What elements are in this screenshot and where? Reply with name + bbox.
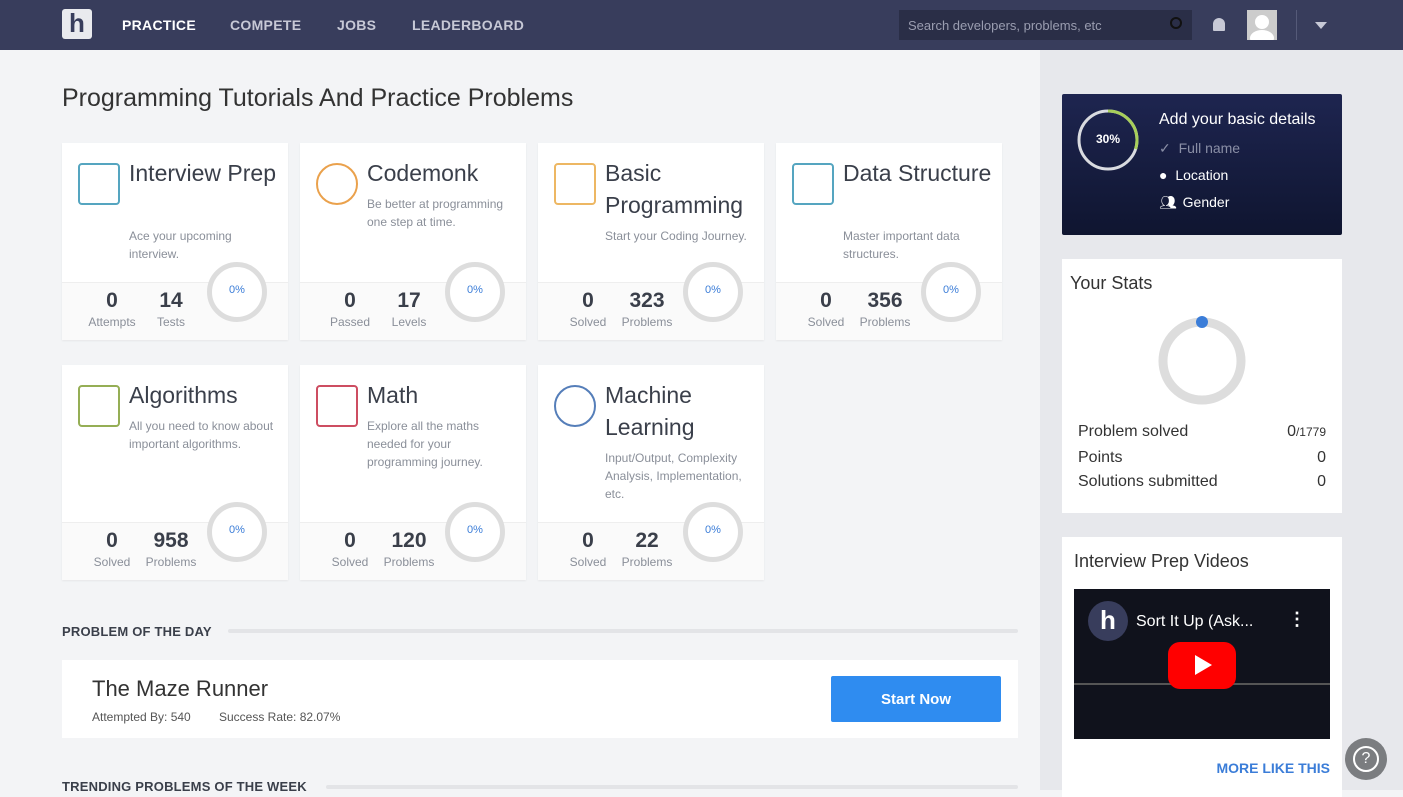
progress-ring: 0%	[921, 262, 981, 322]
item-gender[interactable]: Gender	[1182, 194, 1230, 210]
stats-ring	[1158, 316, 1246, 405]
stat-primary: 0 Passed	[329, 289, 371, 329]
card-description: Master important data structures.	[843, 229, 960, 261]
page-title: Programming Tutorials And Practice Probl…	[62, 84, 574, 112]
track-card[interactable]: Basic Programming Start your Coding Jour…	[538, 143, 764, 340]
profile-title: Add your basic details	[1159, 111, 1316, 128]
item-full-name[interactable]: Full name	[1178, 140, 1241, 156]
stat-primary: 0 Solved	[93, 529, 131, 569]
stat-row: Problem solved 0/1779	[1078, 423, 1326, 440]
card-description: All you need to know about important alg…	[129, 419, 274, 451]
stat-secondary: 323 Problems	[621, 289, 673, 329]
stat-row: Solutions submitted 0	[1078, 473, 1326, 490]
your-stats-panel: Your Stats Problem solved 0/1779 Points 0 …	[1062, 259, 1342, 513]
bell-icon[interactable]	[1213, 18, 1225, 31]
attempted-by: Attempted By: 540	[92, 710, 191, 724]
stat-row: Points 0	[1078, 449, 1326, 466]
progress-ring: 0%	[445, 502, 505, 562]
channel-logo: h	[1088, 601, 1128, 641]
location-icon: ●	[1159, 167, 1168, 183]
nav-jobs[interactable]: JOBS	[337, 17, 377, 33]
help-icon: ?	[1353, 746, 1379, 772]
stat-secondary: 958 Problems	[145, 529, 197, 569]
track-card[interactable]: Algorithms All you need to know about im…	[62, 365, 288, 580]
card-stats: 0 Solved 120 Problems	[300, 522, 526, 580]
card-description: Be better at programming one step at tim…	[367, 197, 504, 229]
stat-secondary: 14 Tests	[156, 289, 185, 329]
divider	[326, 785, 1018, 789]
stat-secondary: 356 Problems	[859, 289, 911, 329]
divider	[1296, 10, 1297, 40]
video-thumbnail[interactable]: h Sort It Up (Ask... ⋮	[1074, 589, 1330, 739]
avatar[interactable]	[1247, 10, 1277, 40]
stat-primary: 0 Solved	[807, 289, 845, 329]
nav-compete[interactable]: COMPETE	[230, 17, 302, 33]
section-heading: TRENDING PROBLEMS OF THE WEEK	[62, 779, 307, 794]
stat-primary: 0 Attempts	[88, 289, 136, 329]
monkey-icon	[316, 163, 358, 205]
card-title[interactable]: Codemonk	[367, 160, 479, 186]
stat-secondary: 120 Problems	[383, 529, 435, 569]
card-title[interactable]: Basic Programming	[605, 160, 744, 218]
track-card[interactable]: Codemonk Be better at programming one st…	[300, 143, 526, 340]
card-title[interactable]: Machine Learning	[605, 382, 695, 440]
more-like-this-link[interactable]: MORE LIKE THIS	[1216, 760, 1330, 776]
play-icon	[1195, 655, 1212, 675]
mesh-icon	[554, 385, 596, 427]
check-icon: ✓	[1159, 140, 1171, 156]
math-icon	[316, 385, 358, 427]
card-title[interactable]: Data Structure	[843, 160, 992, 186]
more-vert-icon[interactable]: ⋮	[1288, 609, 1306, 629]
profile-completion-card[interactable]: 30% Add your basic details ✓ Full name ●…	[1062, 94, 1342, 235]
logo[interactable]: h	[62, 9, 92, 39]
divider	[228, 629, 1018, 633]
card-title[interactable]: Interview Prep	[129, 160, 277, 186]
card-description: Start your Coding Journey.	[605, 229, 747, 243]
stat-secondary: 22 Problems	[621, 529, 673, 569]
track-card[interactable]: Machine Learning Input/Output, Complexit…	[538, 365, 764, 580]
progress-ring: 0%	[207, 262, 267, 322]
video-title: Sort It Up (Ask...	[1136, 613, 1254, 630]
panel-title: Your Stats	[1070, 273, 1153, 293]
nav-practice[interactable]: PRACTICE	[122, 17, 196, 33]
track-card[interactable]: Interview Prep Ace your upcoming intervi…	[62, 143, 288, 340]
top-nav: h PRACTICE COMPETE JOBS LEADERBOARD	[0, 0, 1403, 50]
stat-secondary: 17 Levels	[391, 289, 427, 329]
user-icon: 👥︎	[1159, 194, 1177, 210]
section-heading: PROBLEM OF THE DAY	[62, 624, 212, 639]
stat-primary: 0 Solved	[569, 529, 607, 569]
card-description: Explore all the maths needed for your pr…	[367, 419, 483, 469]
start-now-button[interactable]: Start Now	[831, 676, 1001, 722]
help-button[interactable]: ?	[1345, 738, 1387, 780]
card-title[interactable]: Algorithms	[129, 382, 238, 408]
chevron-down-icon[interactable]	[1315, 22, 1327, 29]
stat-primary: 0 Solved	[569, 289, 607, 329]
stat-primary: 0 Solved	[331, 529, 369, 569]
item-location[interactable]: Location	[1175, 167, 1229, 183]
progress-ring: 0%	[207, 502, 267, 562]
cubes-icon	[554, 163, 596, 205]
progress-ring	[1077, 109, 1139, 171]
progress-ring: 0%	[683, 262, 743, 322]
interview-icon	[78, 163, 120, 205]
progress-percent: 30%	[1095, 132, 1121, 146]
nav-leaderboard[interactable]: LEADERBOARD	[412, 17, 525, 33]
search-icon[interactable]	[1170, 17, 1182, 29]
play-button[interactable]	[1168, 642, 1236, 689]
progress-ring: 0%	[445, 262, 505, 322]
track-card[interactable]: Math Explore all the maths needed for yo…	[300, 365, 526, 580]
grid-icon	[78, 385, 120, 427]
problem-title[interactable]: The Maze Runner	[92, 676, 269, 701]
videos-panel: Interview Prep Videos h Sort It Up (Ask.…	[1062, 537, 1342, 797]
card-title[interactable]: Math	[367, 382, 419, 408]
card-description: Ace your upcoming interview.	[129, 229, 232, 261]
search-input[interactable]	[899, 10, 1192, 40]
panel-title: Interview Prep Videos	[1074, 551, 1249, 571]
progress-ring: 0%	[683, 502, 743, 562]
card-description: Input/Output, Complexity Analysis, Imple…	[605, 451, 742, 501]
tree-icon	[792, 163, 834, 205]
track-card[interactable]: Data Structure Master important data str…	[776, 143, 1002, 340]
success-rate: Success Rate: 82.07%	[219, 710, 341, 724]
